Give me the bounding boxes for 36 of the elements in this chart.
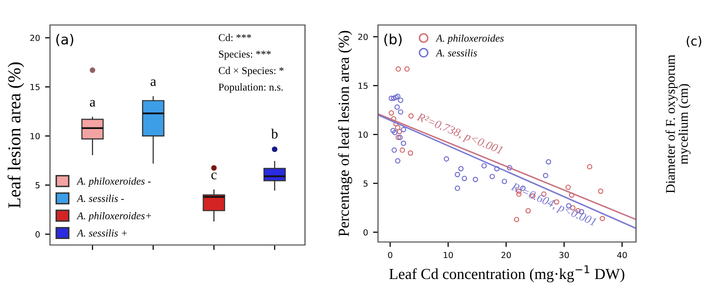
y-tick-label: 0	[364, 229, 368, 236]
annotation: Species: ***	[218, 50, 271, 60]
y-axis-title: Leaf lesion area (%)	[8, 62, 24, 208]
text: Diameter of F. oxysporum mycelium (cm)	[665, 54, 691, 194]
legend-label: A. philoxeroides	[436, 34, 504, 44]
y-tick-label: 5	[364, 180, 368, 187]
legend-label: A. sessilis -	[76, 194, 124, 202]
text: (b)	[384, 34, 402, 46]
y-tick-label: 15	[358, 82, 368, 89]
y-tick-label: 10	[358, 131, 368, 138]
annotation: c	[211, 172, 217, 180]
legend-label: A. sessilis	[436, 49, 477, 57]
text: (a)	[56, 34, 74, 46]
x-tick-label: 30	[559, 252, 569, 258]
annotation: Population: n.s.	[218, 83, 283, 93]
y-axis-title: Percentage of leaf lesion area (%)	[338, 30, 352, 236]
y-tick-label: 10	[30, 132, 40, 140]
annotation: a	[90, 100, 96, 107]
legend-label: A. sessilis +	[76, 229, 127, 237]
y-tick-label: 15	[30, 84, 40, 90]
y-tick-label: 5	[36, 182, 40, 188]
legend-label: A. philoxeroides+	[76, 212, 151, 222]
x-axis-title: Leaf Cd concentration (mg·kg$^{−1}$ DW)	[389, 265, 624, 282]
annotation: b	[271, 128, 278, 139]
x-tick-label: 20	[501, 252, 511, 258]
x-tick-label: 40	[617, 252, 627, 258]
y-tick-label: 20	[30, 34, 40, 42]
legend-label: A. philoxeroides -	[76, 177, 151, 187]
x-tick-label: 10	[444, 252, 453, 258]
text: (c)	[686, 36, 702, 48]
annotation: a	[150, 79, 156, 86]
annotation: Cd: ***	[218, 34, 252, 42]
y-tick-label: 20	[358, 34, 368, 40]
y-tick-label: 0	[36, 231, 40, 238]
x-tick-label: 0	[388, 252, 392, 258]
annotation: Cd × Species: *	[218, 66, 284, 76]
